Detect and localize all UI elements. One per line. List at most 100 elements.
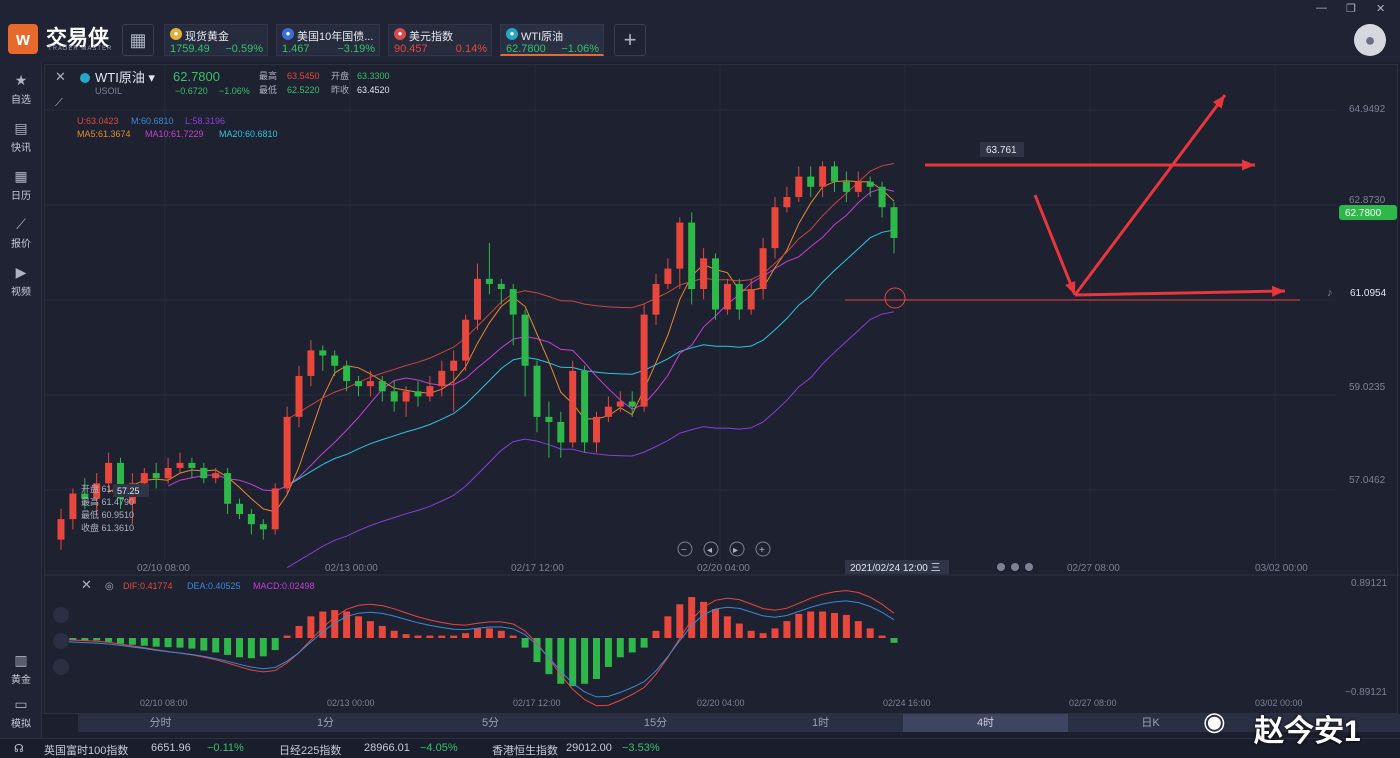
tab-2[interactable]: ● 美元指数 90.457 0.14% <box>388 24 492 56</box>
crosshair-time: 2021/02/24 12:00 三 <box>850 563 941 574</box>
candle-body <box>140 473 148 484</box>
candle-body <box>747 289 755 310</box>
macd-bar <box>735 623 743 638</box>
status-index-name[interactable]: 香港恒生指数 <box>492 745 558 757</box>
period-tab-5[interactable]: 4时 <box>903 714 1068 732</box>
candle-body <box>807 176 815 187</box>
macd-bar <box>819 611 827 638</box>
pen-icon[interactable] <box>53 633 69 649</box>
macd-bar <box>176 638 184 648</box>
macd-bar <box>212 638 220 653</box>
boll-value: M:60.6810 <box>131 116 174 126</box>
zoom-in-icon[interactable] <box>755 541 771 557</box>
macd-value: DEA:0.40525 <box>187 581 241 591</box>
candle-body <box>664 268 672 284</box>
tab-flag-icon: ● <box>282 28 294 40</box>
sidebar-item-news[interactable]: ▤ 快讯 <box>0 120 42 154</box>
zoom-out-icon[interactable] <box>677 541 693 557</box>
headset-icon[interactable]: ☊ <box>14 743 24 755</box>
sidebar-item-calendar[interactable]: ▦ 日历 <box>0 168 42 202</box>
chart-svg[interactable]: 63.761 64.9492 62.8730 59.0235 57.0462 62.780… <box>45 65 1399 715</box>
macd-bar <box>128 638 136 645</box>
candle-body <box>402 391 410 402</box>
macd-value: MACD:0.02498 <box>253 581 315 591</box>
dot-3-icon[interactable] <box>1025 563 1033 571</box>
app-name: 交易侠 <box>46 27 109 50</box>
status-index-name[interactable]: 英国富时100指数 <box>44 745 129 757</box>
period-tab-2[interactable]: 5分 <box>481 717 500 729</box>
indicator-icon[interactable] <box>53 659 69 675</box>
macd-bar <box>521 638 529 648</box>
candle-body <box>378 381 386 392</box>
draw-tool-icon[interactable]: ⟋ <box>55 97 63 109</box>
candle-body <box>236 503 243 514</box>
macd-bar <box>426 635 434 638</box>
macd-bar <box>640 638 648 648</box>
close-icon[interactable]: ✕ <box>1376 3 1386 15</box>
restore-icon[interactable]: ❐ <box>1346 3 1356 15</box>
macd-bar <box>474 628 481 638</box>
tab-1[interactable]: ● 美国10年国债... 1.467 −3.19% <box>276 24 380 56</box>
peak-label-box <box>980 142 1024 157</box>
sidebar-item-label: 视频 <box>11 287 31 298</box>
bell-icon[interactable]: ♪ <box>1327 287 1333 299</box>
tab-name: WTI原油 <box>521 31 564 43</box>
candle-body <box>69 493 77 520</box>
grid-menu-button[interactable]: ▦ <box>122 24 154 56</box>
dea-line <box>60 600 895 698</box>
candle-body <box>426 386 434 397</box>
period-tab-3[interactable]: 15分 <box>643 717 668 729</box>
tab-name: 美元指数 <box>409 31 453 43</box>
macd-bar <box>628 638 636 653</box>
period-tab-6[interactable]: 日K <box>1141 717 1160 729</box>
time-tick: 02/27 08:00 <box>1067 563 1120 574</box>
current-price-label: 62.7800 <box>1345 208 1382 219</box>
sidebar-item-quote[interactable]: ⟋ 报价 <box>0 216 42 250</box>
period-tab-0[interactable]: 分时 <box>149 717 172 729</box>
add-tab-button[interactable]: + <box>614 24 646 56</box>
tab-price: 90.457 <box>394 43 428 55</box>
candle-body <box>271 488 279 530</box>
watermark-text: 赵今安1 <box>1254 715 1361 748</box>
prev-icon[interactable] <box>703 541 719 557</box>
status-index-name[interactable]: 日经225指数 <box>279 745 342 757</box>
period-tab-1[interactable]: 1分 <box>316 717 335 729</box>
tab-3[interactable]: ● WTI原油 62.7800 −1.06% <box>500 24 604 56</box>
app-subtitle: TRADER MASTER <box>48 46 113 52</box>
tab-price: 62.7800 <box>506 43 546 55</box>
sidebar-item-wallet[interactable]: ▭ 模拟 <box>0 696 42 730</box>
calendar-icon: ▦ <box>14 168 28 184</box>
instrument-name[interactable]: WTI原油 ▾ <box>95 70 155 85</box>
instrument-change-pct: −1.06% <box>219 86 250 96</box>
next-icon[interactable] <box>729 541 745 557</box>
period-tab-4[interactable]: 1时 <box>811 717 830 729</box>
sidebar-item-video[interactable]: ▶ 视频 <box>0 264 42 298</box>
dot-2-icon[interactable] <box>1011 563 1019 571</box>
minimize-icon[interactable]: — <box>1316 2 1327 14</box>
close-chart-icon[interactable]: ✕ <box>55 69 66 84</box>
tab-flag-icon: ● <box>506 28 518 40</box>
candle-body <box>545 416 553 422</box>
candle-body <box>854 181 862 192</box>
status-index-change: −3.53% <box>622 742 660 754</box>
candle-body <box>200 467 208 479</box>
wave-icon[interactable] <box>53 607 69 623</box>
dot-1-icon[interactable] <box>997 563 1005 571</box>
candle-body <box>878 186 886 208</box>
chart-area[interactable]: 63.761 64.9492 62.8730 59.0235 57.0462 62.780… <box>44 64 1399 715</box>
settings-icon[interactable]: ◎ <box>105 581 114 592</box>
status-index-price: 29012.00 <box>566 742 612 754</box>
macd-bar <box>140 638 148 646</box>
alert-price-label: 61.0954 <box>1350 288 1387 299</box>
user-avatar[interactable]: ● <box>1354 24 1386 56</box>
sidebar-item-star[interactable]: ★ 自选 <box>0 72 42 106</box>
next-icon-glyph: ▸ <box>733 545 738 556</box>
tab-0[interactable]: ● 现货黄金 1759.49 −0.59% <box>164 24 268 56</box>
candle-body <box>188 462 196 468</box>
close-macd-icon[interactable]: ✕ <box>81 577 92 592</box>
sidebar-item-label: 模拟 <box>11 719 31 730</box>
macd-bar <box>890 638 898 643</box>
sidebar-item-gold[interactable]: ▥ 黄金 <box>0 652 42 686</box>
arrow-head-icon <box>1242 159 1255 171</box>
candle-body <box>616 401 624 407</box>
